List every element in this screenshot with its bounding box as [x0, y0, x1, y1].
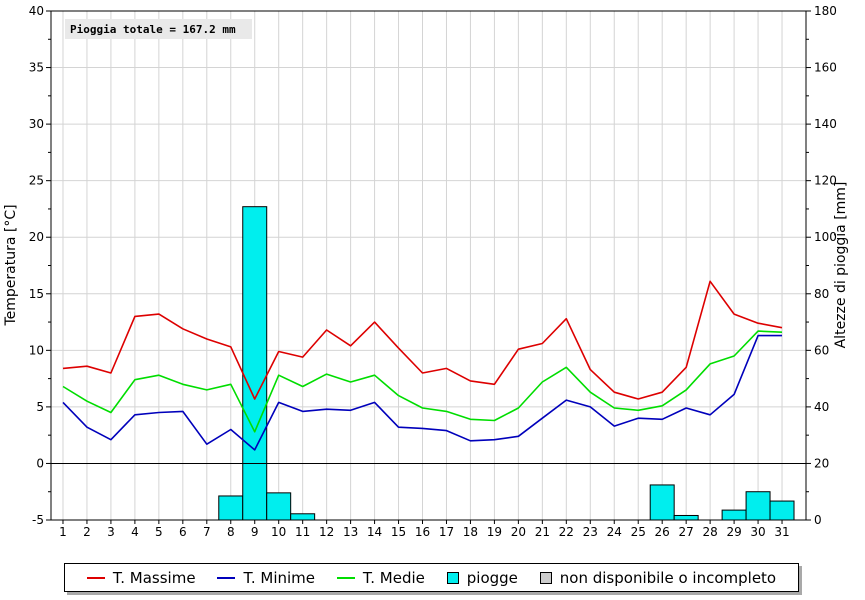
x-tick-label: 29 — [726, 525, 741, 539]
x-tick-label: 1 — [59, 525, 67, 539]
y-right-tick-label: 180 — [814, 4, 837, 18]
y-right-tick-label: 60 — [814, 343, 829, 357]
x-tick-label: 10 — [271, 525, 286, 539]
y-left-title: Temperatura [°C] — [3, 204, 19, 326]
y-left-tick-label: 10 — [29, 343, 44, 357]
left-axis: -5 0 5 10 15 20 25 30 35 40 — [29, 4, 51, 527]
x-tick-label: 23 — [583, 525, 598, 539]
x-tick-label: 12 — [319, 525, 334, 539]
rain-bar — [242, 206, 268, 521]
y-left-tick-label: 20 — [29, 230, 44, 244]
y-right-tick-label: 40 — [814, 400, 829, 414]
right-axis: 0 20 40 60 80 100 120 140 160 180 — [806, 4, 837, 527]
y-left-tick-label: 40 — [29, 4, 44, 18]
rain-total-annotation: Pioggia totale = 167.2 mm — [70, 23, 236, 36]
y-right-tick-label: 160 — [814, 61, 837, 75]
legend-label: piogge — [466, 568, 518, 587]
legend: T. Massime T. Minime T. Medie piogge non… — [64, 563, 799, 592]
legend-swatch — [217, 576, 236, 579]
rain-bar — [266, 492, 292, 521]
x-tick-label: 3 — [107, 525, 115, 539]
y-right-tick-label: 100 — [814, 230, 837, 244]
x-tick-label: 31 — [774, 525, 789, 539]
x-tick-label: 22 — [559, 525, 574, 539]
x-tick-label: 21 — [535, 525, 550, 539]
legend-label: T. Massime — [112, 568, 196, 587]
y-right-title: Altezze di pioggia [mm] — [833, 182, 849, 349]
legend-swatch — [446, 571, 459, 584]
y-right-tick-label: 20 — [814, 456, 829, 470]
y-right-tick-label: 140 — [814, 117, 837, 131]
y-left-tick-label: 35 — [29, 61, 44, 75]
x-tick-label: 8 — [227, 525, 235, 539]
x-tick-label: 16 — [415, 525, 430, 539]
x-tick-label: 20 — [511, 525, 526, 539]
x-tick-label: 13 — [343, 525, 358, 539]
lines — [62, 280, 783, 451]
x-tick-label: 15 — [391, 525, 406, 539]
rain-bar — [769, 500, 795, 521]
x-tick-label: 5 — [155, 525, 163, 539]
x-tick-label: 28 — [702, 525, 717, 539]
legend-label: T. Minime — [243, 568, 315, 587]
y-left-tick-label: 15 — [29, 287, 44, 301]
annotation-box: Pioggia totale = 167.2 mm — [65, 19, 252, 39]
x-tick-label: 27 — [679, 525, 694, 539]
legend-item-t-medie: T. Medie — [336, 568, 425, 587]
x-tick-label: 11 — [295, 525, 310, 539]
series-line-t-massime — [62, 280, 783, 400]
y-left-tick-label: 5 — [36, 400, 44, 414]
x-tick-label: 26 — [655, 525, 670, 539]
legend-swatch — [336, 576, 355, 579]
x-tick-label: 6 — [179, 525, 187, 539]
series-line-t-medie — [62, 330, 783, 433]
x-tick-label: 17 — [439, 525, 454, 539]
y-right-tick-label: 0 — [814, 513, 822, 527]
y-right-tick-label: 80 — [814, 287, 829, 301]
y-left-tick-label: 0 — [36, 456, 44, 470]
rain-bar — [290, 513, 316, 521]
x-tick-label: 2 — [83, 525, 91, 539]
rain-bar — [649, 484, 675, 521]
rain-bar — [745, 491, 771, 521]
bars — [218, 206, 795, 521]
y-right-tick-label: 120 — [814, 174, 837, 188]
y-left-tick-label: -5 — [32, 513, 44, 527]
grid — [51, 11, 806, 520]
x-tick-label: 25 — [631, 525, 646, 539]
legend-item-t-minime: T. Minime — [217, 569, 315, 587]
rain-bar — [673, 514, 699, 521]
legend-item-non-disponibile: non disponibile o incompleto — [539, 568, 777, 587]
rain-bar — [218, 495, 244, 521]
x-axis: 1 2 3 4 5 6 7 8 9 10 11 12 13 14 15 16 17 18 19 20 21 22 23 24 2… — [59, 520, 790, 539]
legend-item-piogge: piogge — [446, 568, 518, 587]
y-left-tick-label: 25 — [29, 174, 44, 188]
series-line-t-minime — [62, 334, 782, 451]
x-tick-label: 4 — [131, 525, 139, 539]
legend-item-t-massime: T. Massime — [86, 568, 196, 587]
rain-bar — [721, 509, 747, 521]
legend-label: non disponibile o incompleto — [559, 568, 777, 587]
legend-swatch — [86, 576, 105, 579]
x-tick-label: 24 — [607, 525, 622, 539]
y-left-tick-label: 30 — [29, 117, 44, 131]
x-tick-label: 14 — [367, 525, 382, 539]
legend-label: T. Medie — [362, 568, 425, 587]
x-tick-label: 7 — [203, 525, 211, 539]
x-tick-label: 18 — [463, 525, 478, 539]
x-tick-label: 9 — [251, 525, 259, 539]
x-tick-label: 19 — [487, 525, 502, 539]
plot-frame — [50, 10, 807, 521]
legend-swatch — [539, 571, 552, 584]
x-tick-label: 30 — [750, 525, 765, 539]
